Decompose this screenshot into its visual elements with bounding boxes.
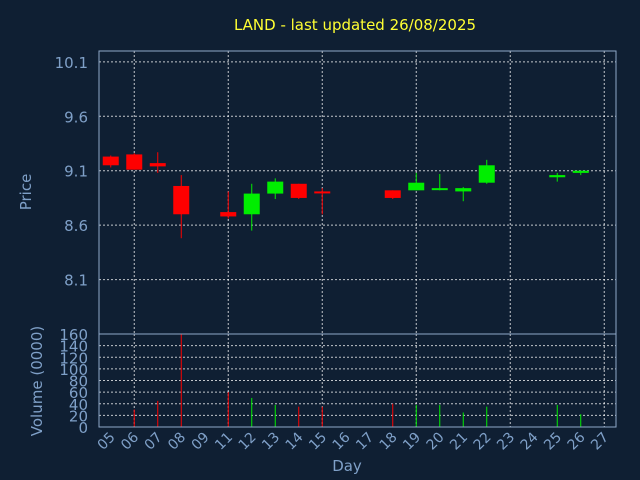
candle-body bbox=[126, 154, 143, 170]
candle-body bbox=[431, 188, 448, 191]
candle-body bbox=[102, 156, 119, 166]
volume-tick-label: 100 bbox=[59, 361, 88, 379]
volume-bars bbox=[133, 334, 582, 427]
price-tick-label: 9.1 bbox=[64, 163, 88, 181]
candle-body bbox=[220, 212, 237, 217]
price-axis-label: Price bbox=[17, 174, 35, 211]
price-axis-ticks: 8.1 8.6 9.1 9.6 10.1 bbox=[55, 54, 88, 290]
volume-tick-label: 140 bbox=[59, 338, 88, 356]
volume-tick-label: 60 bbox=[69, 384, 88, 402]
candle-body bbox=[149, 163, 166, 167]
volume-tick-label: 120 bbox=[59, 349, 88, 367]
price-tick-label: 9.6 bbox=[64, 108, 88, 126]
candle-body bbox=[408, 182, 425, 191]
price-tick-label: 8.6 bbox=[64, 217, 88, 235]
volume-tick-label: 160 bbox=[59, 326, 88, 344]
candle-body bbox=[290, 183, 307, 198]
price-panel: 8.1 8.6 9.1 9.6 10.1 bbox=[55, 50, 617, 335]
price-candles bbox=[102, 152, 589, 239]
x-axis-label: Day bbox=[332, 457, 362, 475]
volume-tick-label: 0 bbox=[78, 419, 88, 437]
volume-tick-label: 80 bbox=[69, 373, 88, 391]
candle-body bbox=[314, 191, 331, 194]
chart-title: LAND - last updated 26/08/2025 bbox=[234, 16, 476, 34]
volume-axis-label: Volume (0000) bbox=[28, 326, 46, 436]
candle-body bbox=[455, 188, 472, 192]
candle-body bbox=[243, 193, 260, 215]
volume-plot-frame bbox=[98, 333, 617, 428]
candle-body bbox=[267, 181, 284, 194]
candle-body bbox=[478, 165, 495, 183]
volume-tick-label: 20 bbox=[69, 407, 88, 425]
candle-body bbox=[384, 190, 401, 198]
candle-body bbox=[572, 170, 589, 173]
volume-tick-label: 40 bbox=[69, 396, 88, 414]
price-tick-label: 10.1 bbox=[55, 54, 88, 72]
price-tick-label: 8.1 bbox=[64, 272, 88, 290]
candle-body bbox=[549, 175, 566, 178]
candle-body bbox=[173, 185, 190, 215]
